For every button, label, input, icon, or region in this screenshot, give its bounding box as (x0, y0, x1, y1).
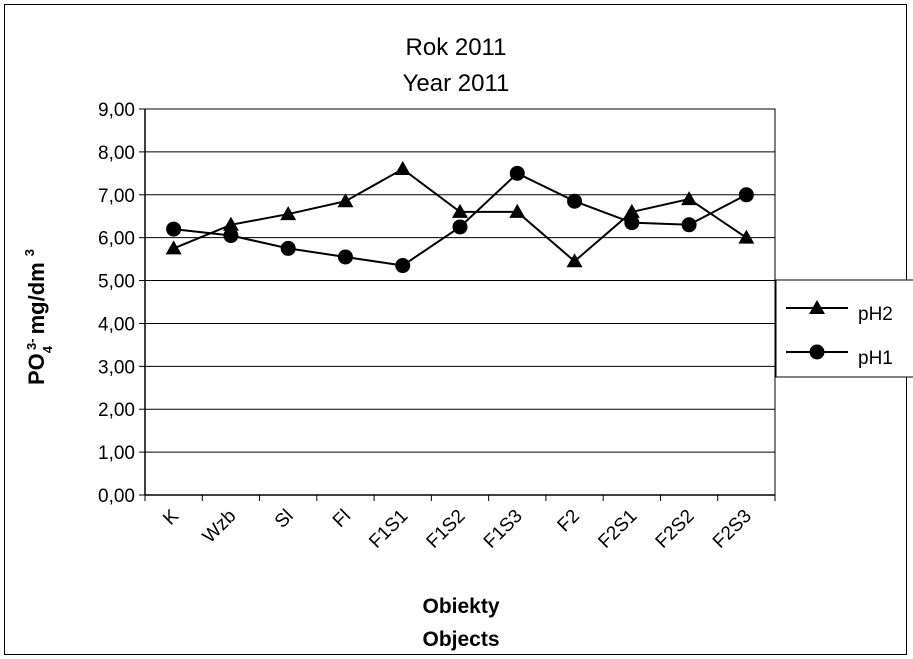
data-point-pH1 (280, 240, 296, 256)
data-point-pH1 (337, 249, 353, 265)
y-axis-label-subscript: 4 (40, 345, 55, 353)
data-point-pH2 (738, 229, 755, 244)
svg-text:PO43-mg/dm3: PO43- mg/dm 3 (22, 249, 55, 385)
y-axis-label-unit: mg/dm (24, 262, 49, 334)
plot-background (144, 108, 776, 496)
x-tick-label: F2S3 (709, 506, 756, 553)
data-point-pH1 (738, 187, 754, 203)
legend-marker-pH2 (809, 300, 825, 314)
data-point-pH2 (681, 191, 698, 206)
y-tick-label: 2,00 (98, 400, 135, 421)
x-tick-label: Wzb (199, 506, 241, 548)
y-tick-label: 5,00 (98, 272, 135, 293)
y-axis-label-superscript: 3- (24, 338, 39, 350)
legend-marker-pH1 (809, 344, 825, 360)
data-point-pH2 (452, 203, 468, 218)
data-point-pH2 (623, 203, 640, 218)
data-point-pH2 (509, 203, 526, 218)
legend: pH2 pH1 (786, 300, 893, 369)
legend-box (775, 279, 913, 378)
chart-title-line2: Year 2011 (403, 70, 510, 97)
x-tick-label: F2S2 (652, 506, 699, 553)
data-point-pH2 (394, 161, 411, 176)
x-tick-label: Sl (271, 506, 298, 533)
y-tick-label: 4,00 (98, 314, 135, 335)
plot-area: 0,00 1,00 2,00 3,00 4,00 5,00 6,00 7,00 8,00 9,00… (98, 100, 776, 553)
data-point-pH2 (280, 206, 297, 221)
data-point-pH2 (566, 253, 583, 268)
y-tick-label: 0,00 (98, 486, 135, 507)
x-tick-label: K (159, 505, 183, 529)
y-axis-label-main: PO (24, 353, 49, 385)
legend-label-pH1: pH1 (858, 348, 893, 369)
x-tick-label: F2S1 (594, 506, 641, 553)
y-tick-label: 7,00 (98, 186, 135, 207)
y-axis-label-unit-superscript: 3 (22, 249, 37, 256)
y-tick-label: 9,00 (98, 100, 135, 121)
data-point-pH1 (223, 228, 239, 244)
data-point-pH1 (395, 258, 411, 274)
data-point-pH2 (337, 193, 354, 208)
x-tick-label: F1S2 (423, 506, 470, 553)
data-point-pH1 (166, 221, 182, 237)
data-point-pH1 (452, 219, 468, 235)
x-axis-label-line2: Objects (422, 628, 499, 651)
x-tick-label: F1S3 (480, 506, 527, 553)
data-point-pH2 (222, 216, 239, 231)
data-point-pH1 (509, 165, 525, 181)
y-tick-label: 3,00 (98, 357, 135, 378)
data-point-pH1 (624, 215, 640, 231)
y-tick-label: 1,00 (98, 443, 135, 464)
y-axis-label: PO43- mg/dm 3 (22, 249, 55, 385)
data-point-pH1 (567, 193, 583, 209)
legend-label-pH2: pH2 (858, 304, 893, 325)
chart-title-line1: Rok 2011 (406, 34, 507, 61)
x-tick-label: F2 (554, 506, 585, 537)
y-tick-label: 8,00 (98, 143, 135, 164)
y-tick-label: 6,00 (98, 229, 135, 250)
x-tick-label: F1S1 (365, 506, 412, 553)
data-point-pH1 (681, 217, 697, 233)
x-tick-label: Fl (329, 506, 355, 532)
x-axis-label-line1: Obiekty (422, 595, 499, 618)
data-point-pH2 (165, 240, 182, 255)
